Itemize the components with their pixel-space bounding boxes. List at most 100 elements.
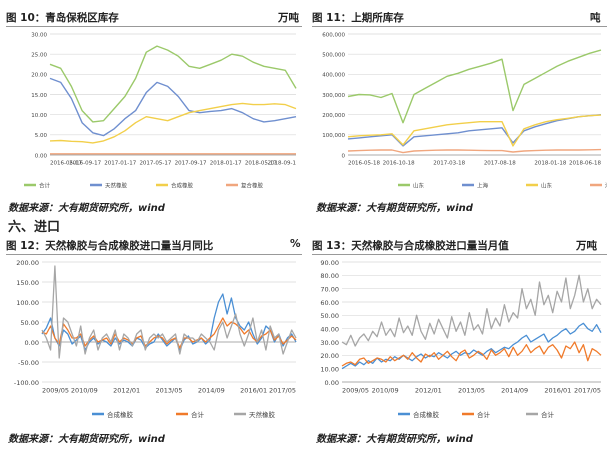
title-rule-3 <box>6 254 302 255</box>
x-tick-label: 2018-09-1 <box>268 161 296 167</box>
legend-label-1: 合成橡胶 <box>107 410 134 419</box>
series-line-1 <box>347 49 602 124</box>
x-tick-label: 2010/09 <box>71 387 98 395</box>
x-tick-label: 2016-10-18 <box>383 161 415 167</box>
chart-title-2: 图 11：上期所库存 <box>312 12 404 24</box>
y-tick-label: 100,000 <box>322 133 345 139</box>
series-line-1 <box>49 45 297 123</box>
x-tick-label: 2016/01 <box>544 387 571 395</box>
x-tick-label: 2017-05-17 <box>139 161 171 167</box>
chart-shfe-stock: 0 100,000 200,000 300,000 400,000 500,000 600,… <box>322 32 607 189</box>
x-tick-label: 2016-09-17 <box>69 161 101 167</box>
chart-title-4: 图 13：天然橡胶与合成橡胶进口量当月值 <box>312 240 509 252</box>
legend-label-3: 山东 <box>541 181 553 189</box>
chart-qingdao-bonded-stock: 0.00 5.00 10.00 15.00 20.00 25.00 30.00 2016-05… <box>24 32 297 189</box>
chart-import-yoy: -100.00 -50.00 0.00 50.00 100.00 150.00 200.00… <box>14 259 297 419</box>
legend-label-4: 复合橡胶 <box>241 181 264 189</box>
y-tick-label: 600,000 <box>322 32 345 38</box>
y-tick-label: 200,000 <box>322 113 345 119</box>
y-tick-label: 400,000 <box>322 73 345 79</box>
series-line-2 <box>341 341 602 367</box>
legend-label-4: 海南 <box>605 181 607 189</box>
chart-title-3: 图 12：天然橡胶与合成橡胶进口量当月同比 <box>6 240 214 252</box>
x-tick-label: 2016-05-18 <box>348 161 380 167</box>
x-tick-label: 2017-08-18 <box>484 161 516 167</box>
x-tick-label: 2014/09 <box>198 387 225 395</box>
chart-unit-1: 万吨 <box>278 12 299 24</box>
x-tick-label: 2016-05-17 <box>50 161 82 167</box>
source-note-1: 数据来源：大有期货研究所，wind <box>8 203 165 214</box>
legend-label-2: 天然橡胶 <box>105 181 128 189</box>
legend-label-1: 山东 <box>413 181 425 189</box>
source-note-4: 数据来源：大有期货研究所，wind <box>316 434 473 445</box>
legend-label-1: 合成橡胶 <box>413 410 440 419</box>
x-tick-label: 2018-06-18 <box>569 161 601 167</box>
y-tick-label: 300,000 <box>322 93 345 99</box>
chart-unit-3: % <box>290 238 301 250</box>
series-line-4 <box>347 148 602 154</box>
series-line-2 <box>41 317 297 349</box>
x-tick-label: 2017/05 <box>574 387 601 395</box>
chart-import-monthly: 0.00 10.00 20.00 30.00 40.00 50.00 60.00 70.00 8… <box>320 259 602 419</box>
x-tick-label: 2018-01-18 <box>534 161 566 167</box>
series-line-3 <box>347 114 602 147</box>
section-heading: 六、进口 <box>8 220 61 235</box>
chart-unit-4: 万吨 <box>576 240 597 252</box>
title-rule-4 <box>312 254 607 255</box>
x-tick-label: 2014/09 <box>501 387 528 395</box>
legend-label-2: 上海 <box>477 181 489 189</box>
y-tick-label: -100.00 <box>14 379 39 387</box>
y-tick-label: 0.00 <box>325 379 339 387</box>
legend-label-3: 合计 <box>541 410 555 419</box>
y-tick-label: -50.00 <box>18 359 39 367</box>
y-tick-label: 30.00 <box>31 32 47 38</box>
x-tick-label: 2012/01 <box>415 387 442 395</box>
y-tick-label: 100.00 <box>16 299 39 307</box>
y-tick-label: 10.00 <box>320 365 339 373</box>
y-tick-label: 10.00 <box>31 113 47 119</box>
legend-label-3: 天然橡胶 <box>249 410 276 419</box>
y-tick-label: 150.00 <box>16 279 39 287</box>
legend-label-1: 合计 <box>39 181 51 189</box>
x-tick-label: 2013/05 <box>458 387 485 395</box>
series-line-3 <box>341 274 602 347</box>
y-tick-label: 25.00 <box>31 52 47 58</box>
x-tick-label: 2017/05 <box>269 387 296 395</box>
series-line-3 <box>49 102 297 144</box>
y-tick-label: 80.00 <box>320 272 339 280</box>
x-tick-label: 2017-03-18 <box>433 161 465 167</box>
y-tick-label: 0.00 <box>25 339 39 347</box>
y-tick-label: 50.00 <box>320 312 339 320</box>
x-tick-label: 2018-05-17 <box>245 161 277 167</box>
x-tick-label: 2009/05 <box>342 387 369 395</box>
series-line-2 <box>347 114 602 147</box>
y-tick-label: 50.00 <box>20 319 39 327</box>
x-tick-label: 2017-01-17 <box>104 161 136 167</box>
y-tick-label: 90.00 <box>320 259 339 267</box>
y-tick-label: 20.00 <box>31 73 47 79</box>
x-tick-label: 2009/05 <box>42 387 69 395</box>
y-tick-label: 20.00 <box>320 352 339 360</box>
source-note-3: 数据来源：大有期货研究所，wind <box>8 434 165 445</box>
series-line-2 <box>49 77 297 137</box>
x-tick-label: 2010/09 <box>372 387 399 395</box>
y-tick-label: 0 <box>342 153 346 159</box>
y-tick-label: 40.00 <box>320 325 339 333</box>
x-tick-label: 2017-09-17 <box>175 161 207 167</box>
x-tick-label: 2016/01 <box>240 387 267 395</box>
title-rule-2 <box>312 26 607 27</box>
source-note-2: 数据来源：大有期货研究所，wind <box>316 203 473 214</box>
y-tick-label: 70.00 <box>320 285 339 293</box>
y-tick-label: 5.00 <box>35 133 48 139</box>
y-tick-label: 15.00 <box>31 93 47 99</box>
y-tick-label: 60.00 <box>320 299 339 307</box>
chart-unit-2: 吨 <box>590 12 601 24</box>
legend-label-2: 合计 <box>191 410 205 419</box>
x-tick-label: 2018-01-17 <box>210 161 242 167</box>
legend-label-3: 合成橡胶 <box>171 181 194 189</box>
series-line-1 <box>341 322 602 370</box>
series-line-3 <box>41 265 297 359</box>
y-tick-label: 30.00 <box>320 339 339 347</box>
y-tick-label: 500,000 <box>322 52 345 58</box>
x-tick-label: 2013/05 <box>155 387 182 395</box>
